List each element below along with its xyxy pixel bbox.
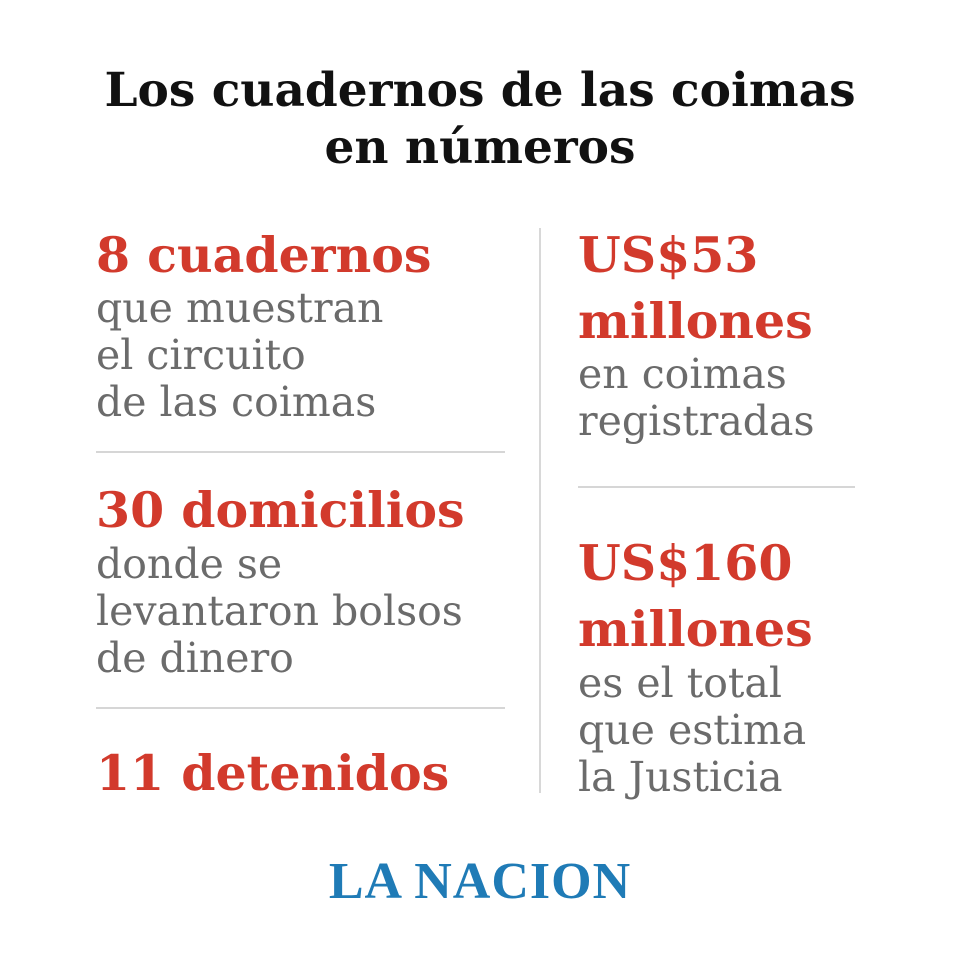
title-line: Los cuadernos de las coimas <box>104 63 855 118</box>
body-line: la Justicia <box>578 753 783 801</box>
body-line: que estima <box>578 706 806 754</box>
body-line: en coimas <box>578 350 787 398</box>
body-line: donde se <box>96 540 282 588</box>
headline: millones <box>578 600 813 658</box>
logo: LA NACION <box>329 853 631 910</box>
body-line: registradas <box>578 397 815 445</box>
headline: 30 domicilios <box>96 481 465 539</box>
body-line: de las coimas <box>96 378 376 426</box>
headline: US$53 <box>578 226 758 284</box>
headline: millones <box>578 292 813 350</box>
title-line: en números <box>325 120 636 175</box>
headline: 8 cuadernos <box>96 226 432 284</box>
headline: US$160 <box>578 534 793 592</box>
body-line: de dinero <box>96 634 294 682</box>
body-line: el circuito <box>96 331 306 379</box>
body-line: levantaron bolsos <box>96 587 463 635</box>
body-line: es el total <box>578 659 782 707</box>
body-line: que muestran <box>96 284 383 332</box>
headline: 11 detenidos <box>96 744 449 802</box>
